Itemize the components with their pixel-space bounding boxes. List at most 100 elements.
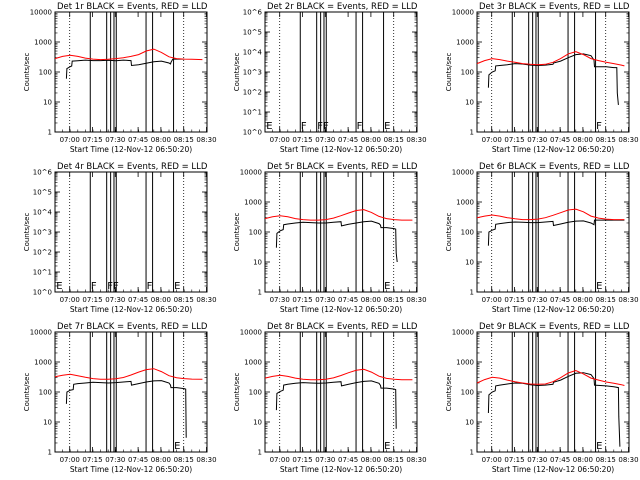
y-axis-label: Counts/sec <box>23 213 31 252</box>
x-tick-label: 07:00 <box>60 456 80 464</box>
y-tick-label: 10 <box>465 259 474 267</box>
x-tick-label: 08:00 <box>151 296 171 304</box>
flag-label: E <box>174 281 180 292</box>
panel-title: Det 8r BLACK = Events, RED = LLD <box>267 322 418 332</box>
y-tick-label: 1 <box>48 449 52 457</box>
series-line <box>476 208 625 221</box>
y-tick-label: 1 <box>48 129 52 137</box>
flag-label: F <box>147 281 153 292</box>
x-tick-label: 07:45 <box>338 456 358 464</box>
x-tick-label: 08:00 <box>361 296 381 304</box>
x-tick-label: 07:30 <box>527 456 547 464</box>
series-line <box>476 369 625 386</box>
x-tick-label: 07:15 <box>292 136 312 144</box>
y-tick-label: 1000 <box>34 359 52 367</box>
x-tick-label: 07:00 <box>270 136 290 144</box>
y-tick-label: 10000 <box>452 329 474 337</box>
y-tick-label: 10^4 <box>33 209 53 217</box>
x-tick-label: 08:00 <box>573 136 593 144</box>
x-tick-label: 08:15 <box>174 136 194 144</box>
series-line <box>487 372 621 447</box>
y-tick-label: 10000 <box>30 9 52 17</box>
y-tick-label: 100 <box>39 389 52 397</box>
y-tick-label: 10^6 <box>243 9 263 17</box>
x-axis-label: Start Time (12-Nov-12 06:50:20) <box>492 145 614 154</box>
y-axis-label: Counts/sec <box>23 373 31 412</box>
x-tick-label: 08:15 <box>174 456 194 464</box>
y-tick-label: 1 <box>470 129 474 137</box>
x-axis-label: Start Time (12-Nov-12 06:50:20) <box>492 305 614 314</box>
x-tick-label: 07:30 <box>527 296 547 304</box>
flag-label: E <box>266 121 272 132</box>
y-tick-label: 10 <box>253 259 262 267</box>
x-tick-label: 08:30 <box>618 136 638 144</box>
x-tick-label: 07:45 <box>128 296 148 304</box>
chart-panel: Det 3r BLACK = Events, RED = LLD 07:00 07:… <box>445 2 639 154</box>
series-line <box>275 220 398 263</box>
x-tick-label: 07:45 <box>550 136 570 144</box>
y-tick-label: 1000 <box>34 39 52 47</box>
x-axis-label: Start Time (12-Nov-12 06:50:20) <box>492 465 614 474</box>
x-tick-label: 07:15 <box>292 296 312 304</box>
x-tick-label: 08:15 <box>596 296 616 304</box>
x-tick-label: 07:00 <box>482 296 502 304</box>
x-tick-label: 07:00 <box>482 456 502 464</box>
y-tick-label: 1000 <box>456 39 474 47</box>
x-tick-label: 07:30 <box>105 136 125 144</box>
x-tick-label: 07:15 <box>292 456 312 464</box>
x-tick-label: 07:45 <box>338 296 358 304</box>
plot-frame <box>476 171 630 293</box>
y-axis-label: Counts/sec <box>233 213 241 252</box>
x-tick-label: 08:15 <box>384 296 404 304</box>
x-tick-label: 08:15 <box>384 136 404 144</box>
y-tick-label: 10000 <box>240 329 262 337</box>
x-tick-label: 07:45 <box>128 136 148 144</box>
panel-title: Det 6r BLACK = Events, RED = LLD <box>479 162 630 172</box>
y-tick-label: 10 <box>43 99 52 107</box>
panel-title: Det 9r BLACK = Events, RED = LLD <box>479 322 630 332</box>
x-axis-label: Start Time (12-Nov-12 06:50:20) <box>70 145 192 154</box>
x-axis-label: Start Time (12-Nov-12 06:50:20) <box>70 305 192 314</box>
x-tick-label: 07:30 <box>270 296 290 304</box>
panel-title: Det 3r BLACK = Events, RED = LLD <box>479 2 630 12</box>
x-tick-label: 08:15 <box>174 296 194 304</box>
chart-panel: Det 7r BLACK = Events, RED = LLD 07:00 07:… <box>23 322 217 474</box>
series-line <box>54 48 203 61</box>
plot-frame <box>264 11 418 133</box>
x-tick-label: 07:00 <box>270 456 290 464</box>
y-tick-label: 100 <box>461 229 474 237</box>
y-tick-label: 1000 <box>244 359 262 367</box>
flag-label: F <box>301 121 307 132</box>
x-tick-label: 07:45 <box>338 136 358 144</box>
x-tick-label: 08:00 <box>573 296 593 304</box>
flag-label: E <box>384 441 390 452</box>
x-tick-label: 07:30 <box>315 456 335 464</box>
flag-label: F <box>596 121 602 132</box>
x-tick-label: 07:30 <box>105 456 125 464</box>
y-axis-label: Counts/sec <box>233 373 241 412</box>
x-tick-label: 07:45 <box>128 456 148 464</box>
x-tick-label: 07:00 <box>482 136 502 144</box>
x-tick-label: 07:15 <box>504 456 524 464</box>
x-tick-label: 07:30 <box>315 136 335 144</box>
panel-title: Det 7r BLACK = Events, RED = LLD <box>57 322 208 332</box>
x-axis-label: Start Time (12-Nov-12 06:50:20) <box>280 305 402 314</box>
series-line <box>54 368 203 380</box>
x-tick-label: 08:15 <box>596 456 616 464</box>
x-tick-label: 07:00 <box>60 296 80 304</box>
series-line <box>65 58 185 79</box>
series-line <box>487 53 619 105</box>
panel-title: Det 5r BLACK = Events, RED = LLD <box>267 162 418 172</box>
plot-frame <box>264 331 418 453</box>
y-tick-label: 10^2 <box>243 89 262 97</box>
x-tick-label: 07:45 <box>550 296 570 304</box>
y-tick-label: 10000 <box>240 169 262 177</box>
flag-label: E <box>596 281 602 292</box>
y-tick-label: 100 <box>249 389 262 397</box>
y-tick-label: 10^5 <box>243 29 262 37</box>
plot-frame <box>476 11 630 133</box>
